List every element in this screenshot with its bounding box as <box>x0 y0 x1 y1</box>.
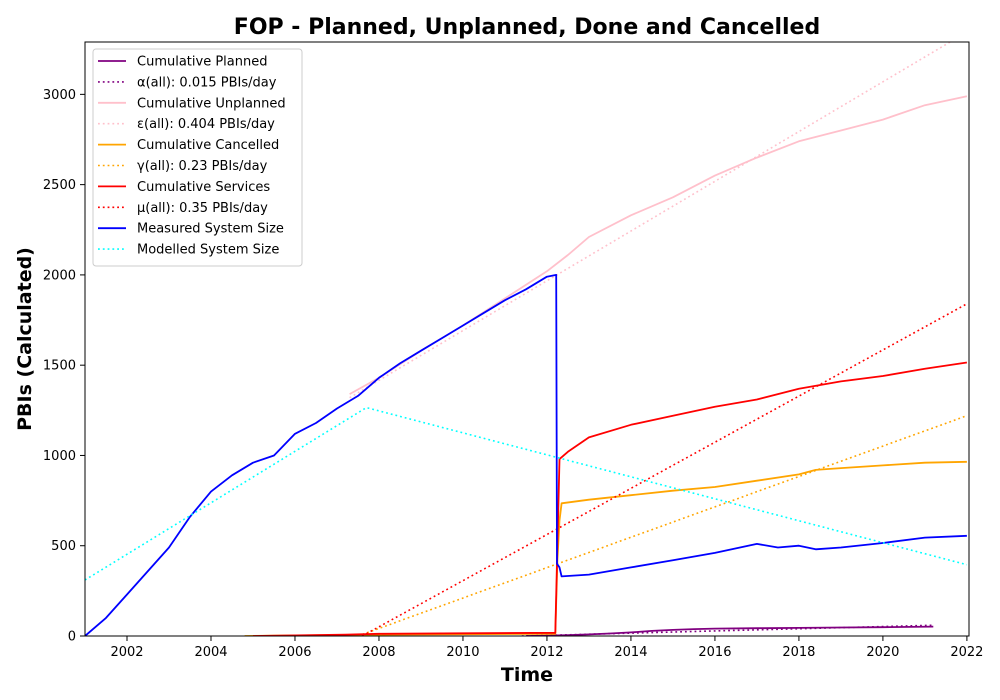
legend-label: Modelled System Size <box>137 243 279 258</box>
x-tick-label: 2004 <box>194 645 227 660</box>
legend-label: Cumulative Unplanned <box>137 96 286 111</box>
y-axis-ticks: 0 500 1000 1500 2000 2500 3000 <box>43 88 85 645</box>
series-line-4 <box>349 42 951 399</box>
legend-label: Cumulative Planned <box>137 55 267 70</box>
x-tick-label: 2022 <box>950 645 983 660</box>
plot-frame <box>84 41 970 637</box>
y-tick-label: 0 <box>68 630 76 645</box>
y-tick-label: 3000 <box>43 88 76 103</box>
x-tick-label: 2010 <box>446 645 479 660</box>
y-tick-label: 2500 <box>43 178 76 193</box>
legend-label: Measured System Size <box>137 222 284 237</box>
legend-box <box>92 48 303 267</box>
x-tick-label: 2002 <box>110 645 143 660</box>
series-line-2 <box>521 624 934 636</box>
y-tick-label: 500 <box>51 539 76 554</box>
chart-title: FOP - Planned, Unplanned, Done and Cance… <box>234 15 820 40</box>
x-axis-ticks: 2002 2004 2006 2008 2010 2012 2014 2016 2018 2020… <box>110 636 983 660</box>
y-axis-label: PBIs (Calculated) <box>14 247 36 431</box>
x-tick-label: 2018 <box>782 645 815 660</box>
x-tick-label: 2008 <box>362 645 395 660</box>
legend-label: Cumulative Services <box>137 180 270 195</box>
x-tick-label: 2016 <box>698 645 731 660</box>
legend: Cumulative Planned α(all): 0.015 PBIs/day… <box>92 48 303 267</box>
y-tick-label: 1500 <box>43 359 76 374</box>
x-tick-label: 2006 <box>278 645 311 660</box>
x-tick-label: 2014 <box>614 645 647 660</box>
legend-label: μ(all): 0.35 PBIs/day <box>137 201 268 216</box>
legend-label: Cumulative Cancelled <box>137 138 279 153</box>
x-axis-label: Time <box>501 664 553 686</box>
y-tick-label: 1000 <box>43 449 76 464</box>
legend-label: α(all): 0.015 PBIs/day <box>137 75 277 90</box>
plot-series <box>85 42 968 636</box>
legend-label: γ(all): 0.23 PBIs/day <box>137 159 268 174</box>
x-tick-label: 2020 <box>866 645 899 660</box>
y-tick-label: 2000 <box>43 268 76 283</box>
legend-label: ε(all): 0.404 PBIs/day <box>137 117 275 132</box>
x-tick-label: 2012 <box>530 645 563 660</box>
series-line-9 <box>85 273 967 636</box>
series-line-7 <box>252 361 968 636</box>
